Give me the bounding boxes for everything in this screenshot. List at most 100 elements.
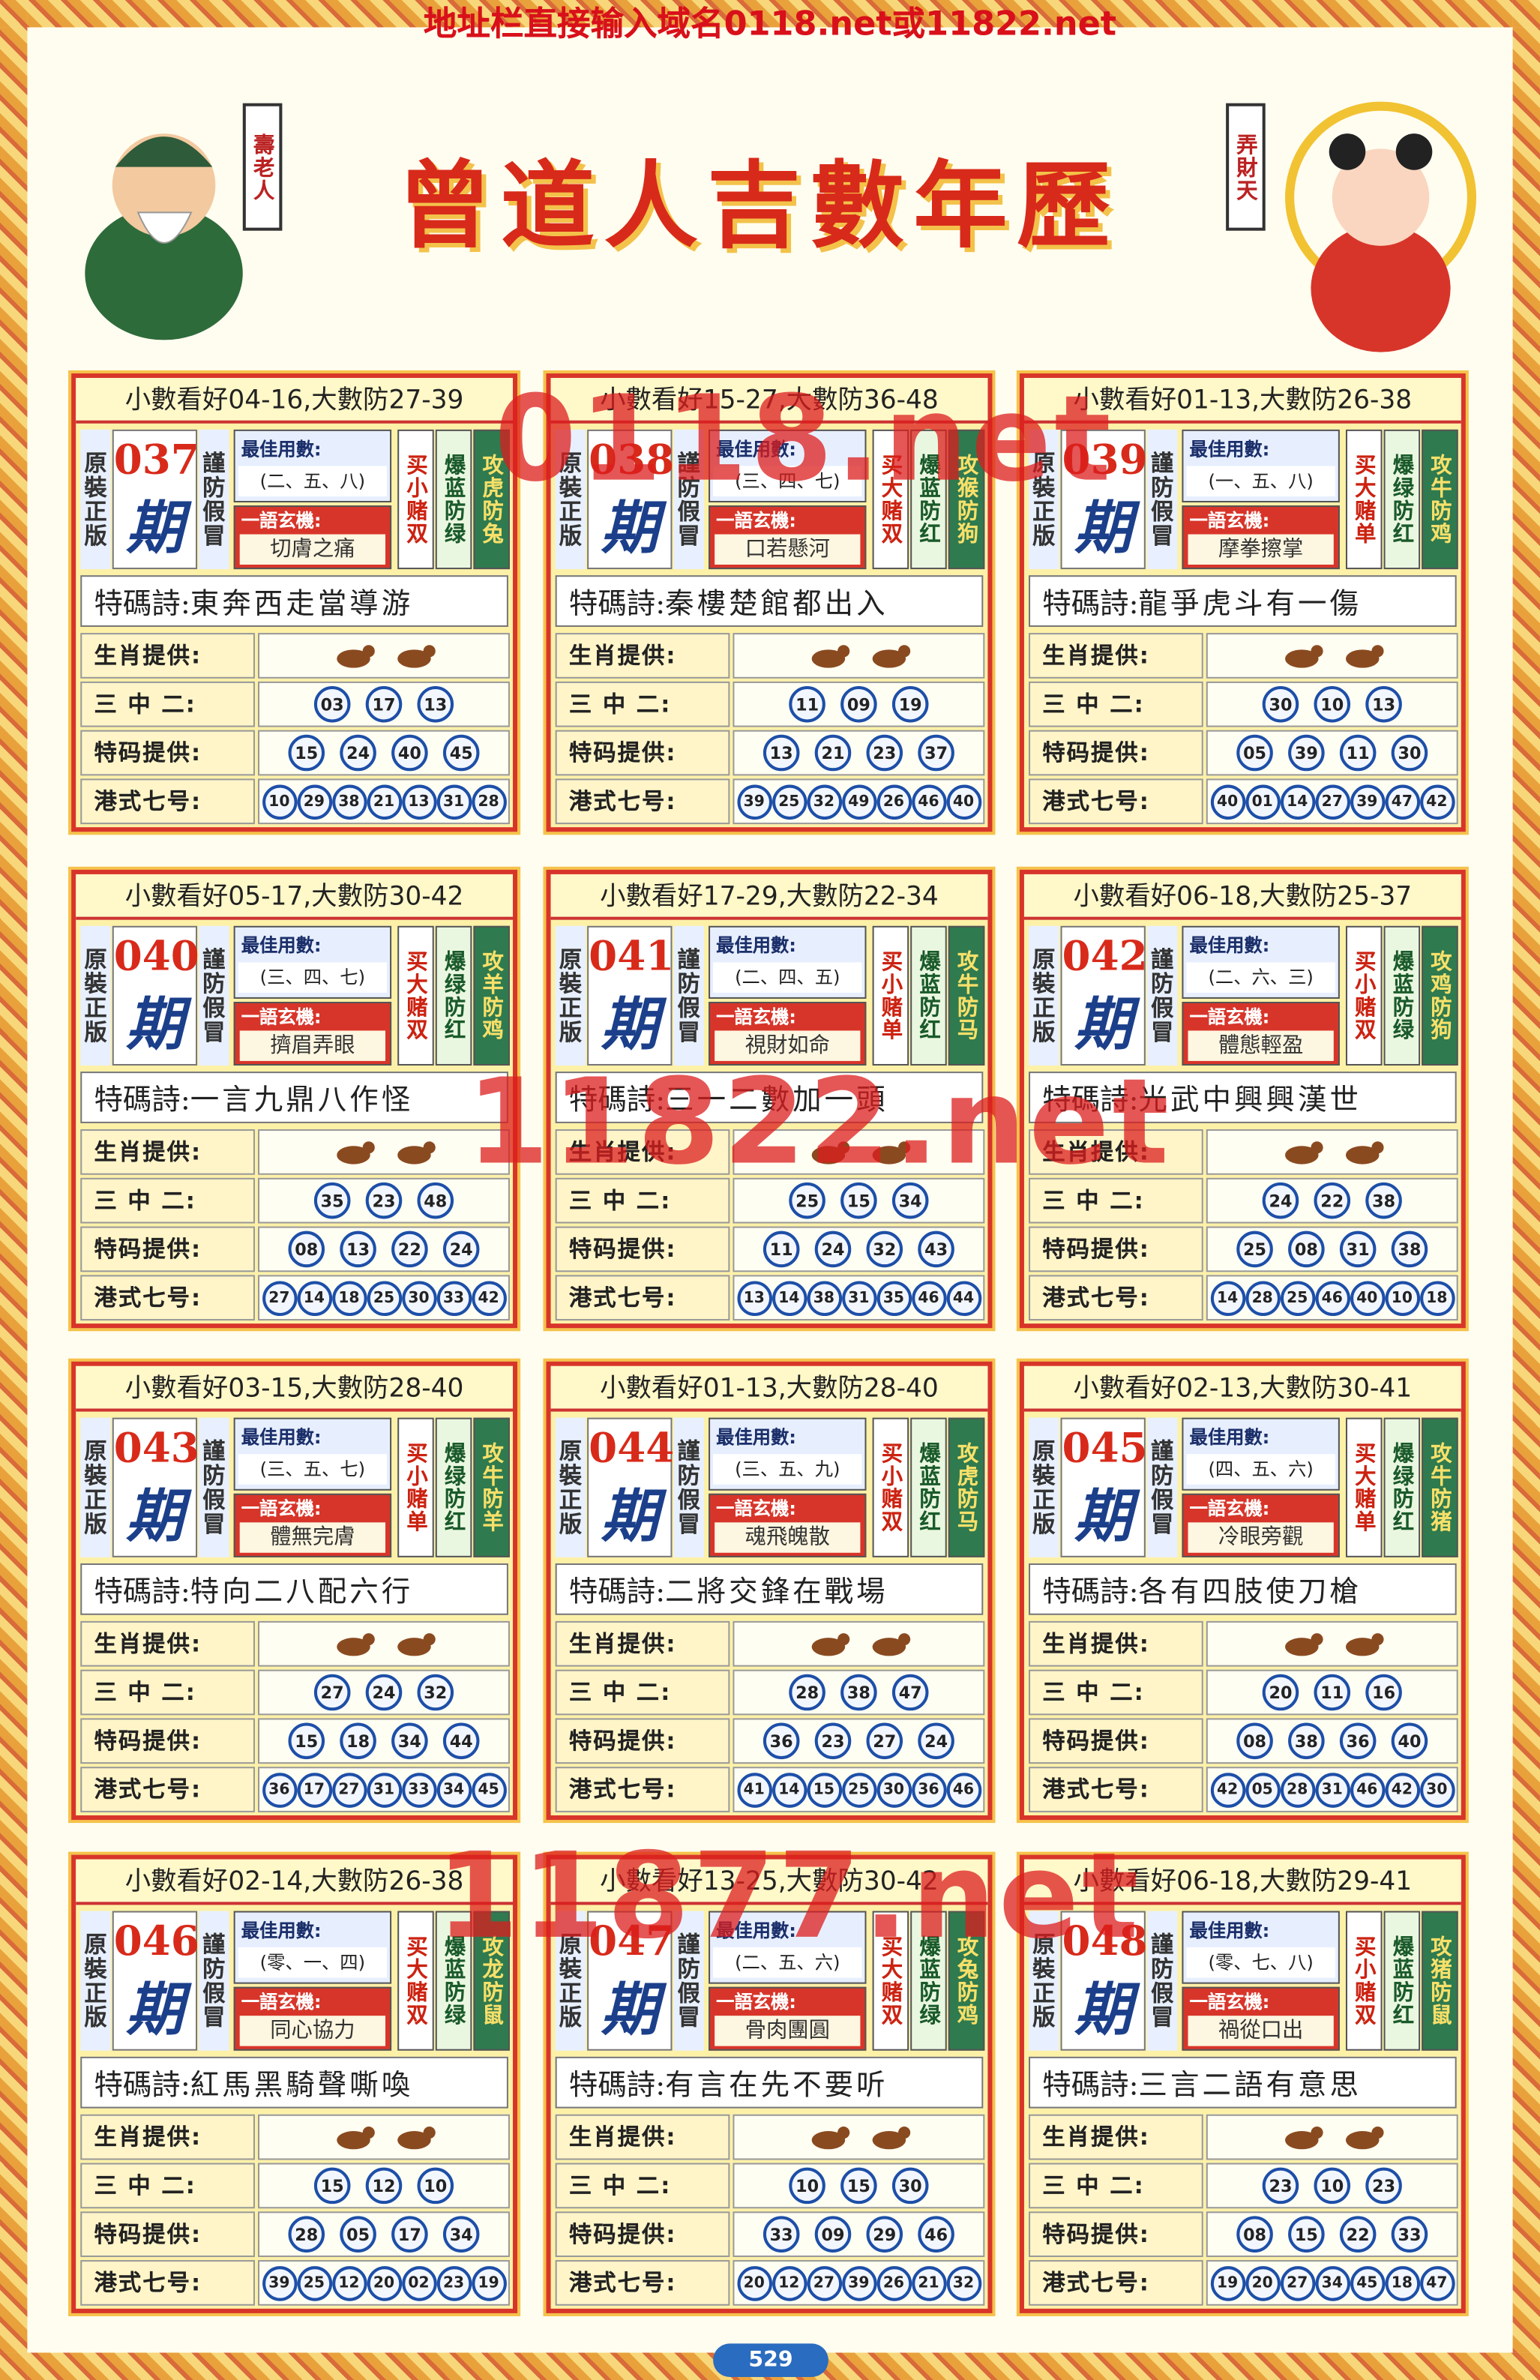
poem-label: 特碼詩: (568, 1575, 666, 1608)
best-box: 最佳用數: (二、四、五) (709, 925, 867, 999)
issue-suffix: 期 (1074, 493, 1132, 562)
riddle-label: 一語玄機: (241, 1991, 322, 2013)
number-ball: 13 (401, 784, 436, 820)
bet-column: 买小赌单 (397, 1417, 434, 1557)
genuine-label: 原裝正版 (80, 1911, 111, 2051)
zodiac-tip-column: 攻牛防鸡 (1422, 429, 1458, 570)
zodiac-tip-column: 攻牛防羊 (473, 1417, 510, 1557)
row-label: 生肖提供: (1029, 2114, 1203, 2160)
best-value: (二、五、八) (238, 466, 388, 496)
number-area: 27 24 32 (258, 1669, 510, 1716)
number-ball: 14 (771, 1772, 807, 1807)
beware-label: 謹防假冒 (1146, 429, 1178, 570)
number-ball: 36 (763, 1722, 800, 1760)
beware-label: 謹防假冒 (673, 429, 704, 570)
best-label: 最佳用數: (241, 1426, 322, 1449)
range-header: 小數看好17-29,大數防22-34 (550, 874, 988, 920)
best-value: (三、五、九) (713, 1454, 862, 1485)
zodiac-tip-column: 攻牛防马 (948, 925, 985, 1066)
figure-beard (136, 211, 193, 244)
number-ball: 19 (891, 685, 929, 723)
row-label: 港式七号: (80, 2260, 255, 2306)
poem-row: 特碼詩: 三言二語有意思 (1029, 2056, 1457, 2109)
number-ball: 44 (442, 1722, 480, 1760)
zodiac-body (1285, 2131, 1319, 2150)
number-ball: 23 (1365, 2167, 1402, 2205)
zodiac-body (1285, 1638, 1319, 1656)
number-ball: 24 (814, 1230, 852, 1268)
number-ball: 33 (1391, 2216, 1428, 2253)
number-ball: 40 (945, 784, 981, 820)
color-column: 爆蓝防绿 (1383, 925, 1421, 1066)
number-ball: 48 (417, 1182, 454, 1219)
poem-text: 紅馬黑騎聲嘶喚 (190, 2068, 414, 2102)
poem-row: 特碼詩: 東奔西走當導游 (80, 575, 508, 628)
number-area: 39 25 12 20 02 23 19 (258, 2260, 510, 2306)
best-box: 最佳用數: (四、五、六) (1182, 1417, 1340, 1491)
best-box: 最佳用數: (三、四、七) (709, 429, 867, 503)
number-area: 30 10 13 (1206, 681, 1458, 727)
best-label: 最佳用數: (716, 1920, 797, 1941)
number-ball: 05 (340, 2216, 376, 2253)
issue-suffix: 期 (125, 989, 184, 1058)
number-area: 11 24 32 43 (733, 1226, 985, 1272)
number-ball: 10 (1384, 1280, 1420, 1315)
row-label: 港式七号: (80, 1767, 255, 1812)
number-ball: 25 (366, 1280, 402, 1315)
best-box: 最佳用數: (一、五、八) (1182, 429, 1340, 503)
number-ball: 39 (1288, 734, 1325, 772)
zodiac-tip-column: 攻猴防狗 (948, 429, 985, 570)
zodiac-body (1345, 1638, 1380, 1656)
poem-label: 特碼詩: (94, 2068, 190, 2102)
zodiac-head (837, 645, 850, 658)
number-ball: 38 (331, 784, 367, 820)
genuine-label: 原裝正版 (555, 1417, 586, 1557)
number-area (733, 1129, 985, 1175)
number-ball: 42 (1419, 784, 1455, 820)
row-label: 三 中 二: (80, 2163, 255, 2209)
number-ball: 11 (789, 685, 825, 723)
best-label: 最佳用數: (241, 1920, 322, 1941)
row-label: 生肖提供: (555, 2114, 730, 2160)
number-ball: 20 (736, 2265, 772, 2301)
poem-label: 特碼詩: (568, 586, 666, 620)
number-ball: 39 (1350, 784, 1385, 820)
zodiac-head (362, 1141, 375, 1154)
beware-label: 謹防假冒 (673, 1417, 704, 1557)
zodiac-icon (811, 1141, 850, 1165)
number-area (258, 2114, 510, 2160)
number-ball: 31 (1339, 1230, 1377, 1268)
issue-number: 046 (113, 1918, 199, 1966)
issue-suffix: 期 (601, 1481, 659, 1550)
best-label: 最佳用數: (1189, 934, 1270, 957)
poem-label: 特碼詩: (1042, 586, 1139, 620)
number-area: 08 38 36 40 (1206, 1718, 1458, 1764)
number-ball: 23 (814, 1722, 852, 1760)
zodiac-tip-column: 攻兔防鸡 (948, 1911, 985, 2051)
poem-label: 特碼詩: (568, 2068, 666, 2102)
number-ball: 36 (911, 1772, 946, 1807)
best-box: 最佳用數: (三、五、七) (233, 1417, 392, 1491)
best-value: (二、五、六) (713, 1947, 862, 1978)
card: 小數看好05-17,大數防30-42 原裝正版 040 期謹防假冒 最佳用數: (三、四、… (71, 869, 518, 1329)
issue-box: 046 期 (112, 1911, 199, 2051)
number-ball: 41 (736, 1772, 772, 1807)
number-area: 08 15 22 33 (1206, 2211, 1458, 2258)
row-label: 三 中 二: (1029, 681, 1203, 727)
zodiac-head (1371, 1633, 1384, 1646)
row-label: 三 中 二: (80, 1669, 255, 1716)
number-ball: 44 (945, 1280, 981, 1315)
figure-hat (115, 136, 213, 167)
number-ball: 05 (1236, 734, 1273, 772)
zodiac-icon (397, 645, 436, 668)
range-header: 小數看好06-18,大數防25-37 (1023, 874, 1461, 920)
zodiac-icon (397, 2126, 436, 2150)
zodiac-icon (1285, 1141, 1323, 1165)
issue-suffix: 期 (125, 1481, 184, 1550)
number-ball: 39 (841, 2265, 876, 2301)
issue-box: 047 期 (587, 1911, 674, 2051)
number-area: 20 11 16 (1206, 1669, 1458, 1716)
issue-number: 043 (113, 1425, 199, 1473)
poem-row: 特碼詩: 光武中興興漢世 (1029, 1072, 1457, 1123)
number-area (1206, 633, 1458, 679)
